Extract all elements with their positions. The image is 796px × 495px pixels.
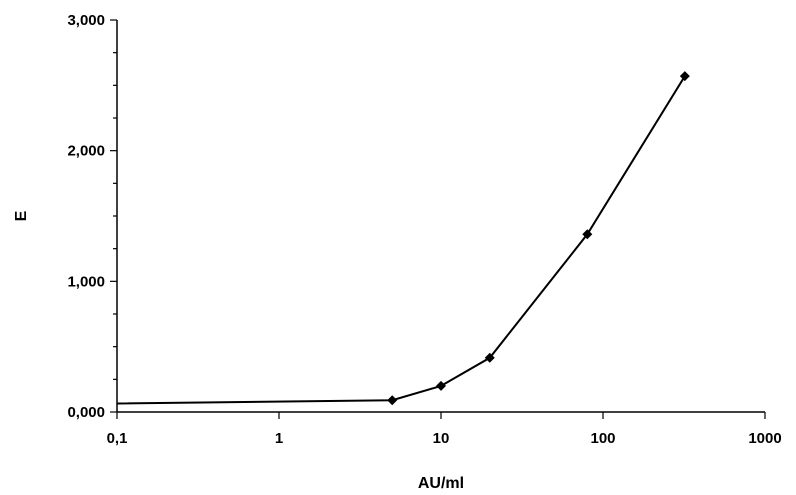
axis-ticks (110, 19, 766, 419)
y-tick-label: 2,000 (67, 143, 105, 160)
y-tick-label: 0,000 (67, 404, 105, 421)
data-point-marker (582, 229, 593, 240)
y-tick-label: 3,000 (67, 12, 105, 29)
data-point-marker (679, 71, 690, 82)
data-point-marker (436, 380, 446, 391)
x-tick-label: 0,1 (107, 430, 128, 447)
series-markers (387, 71, 690, 406)
y-tick-labels: 0,000 1,000 2,000 3,000 (67, 12, 105, 421)
y-minor-ticks (113, 52, 117, 380)
data-point-marker (387, 395, 398, 406)
x-tick-label: 100 (590, 430, 615, 447)
x-tick-label: 1 (275, 430, 283, 447)
data-point-marker (484, 352, 495, 363)
x-tick-label: 1000 (748, 430, 781, 447)
x-tick-labels: 0,1 1 10 100 1000 (107, 430, 782, 447)
series-line (116, 75, 686, 405)
y-tick-label: 1,000 (67, 273, 105, 290)
x-axis-title: AU/ml (418, 475, 464, 492)
y-axis-title: E (13, 210, 30, 221)
x-tick-label: 10 (433, 430, 450, 447)
